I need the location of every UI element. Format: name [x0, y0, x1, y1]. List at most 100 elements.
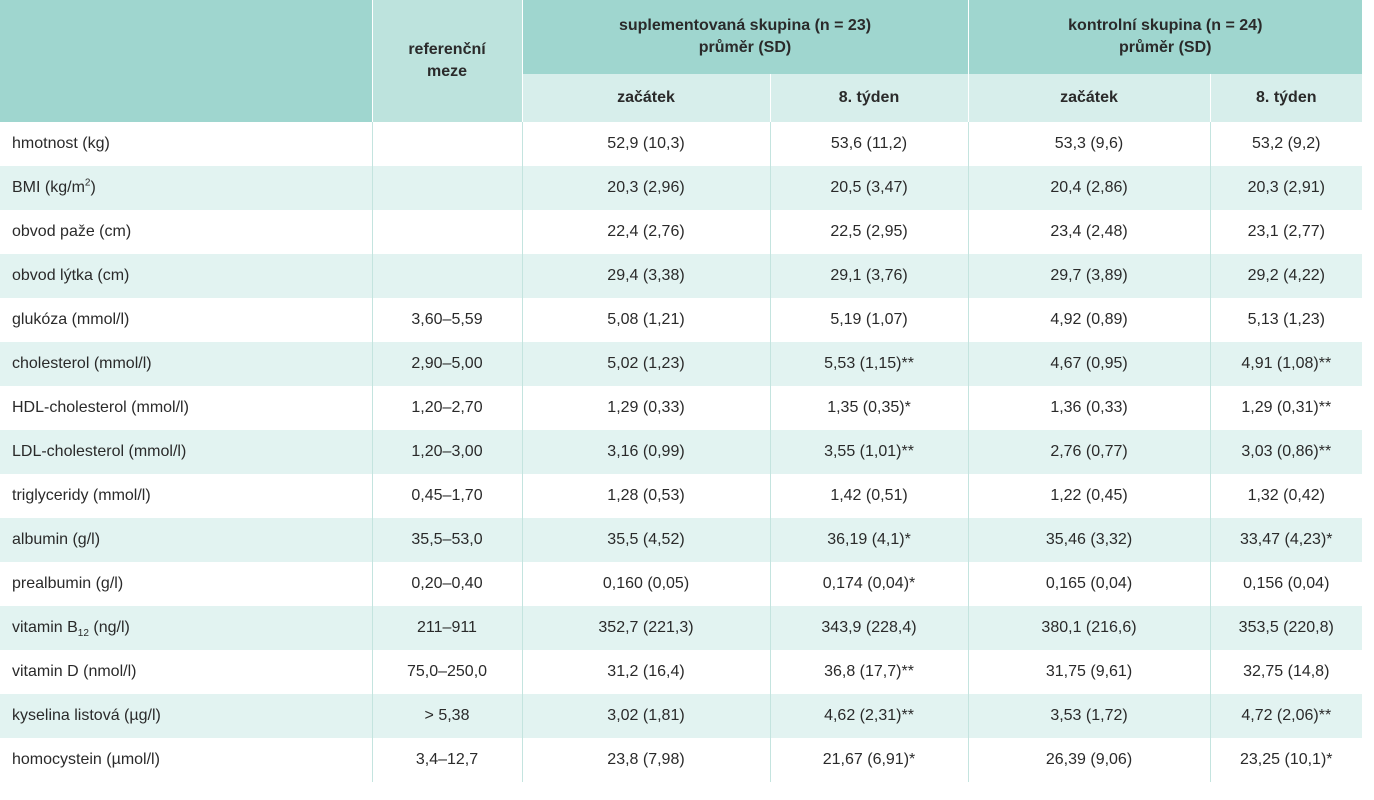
group2-week8-cell: 4,91 (1,08)** [1209, 342, 1363, 386]
table-row: kyselina listová (µg/l) > 5,38 3,02 (1,81)… [0, 694, 1363, 738]
header-g1-start: začátek [521, 74, 770, 122]
group2-week8-cell: 32,75 (14,8) [1209, 650, 1363, 694]
row-label: LDL-cholesterol (mmol/l) [0, 430, 372, 474]
group1-week8-cell: 3,55 (1,01)** [769, 430, 969, 474]
row-label-superscript: 2 [84, 177, 91, 189]
group2-start-cell: 26,39 (9,06) [967, 738, 1211, 782]
group1-start-cell: 352,7 (221,3) [521, 606, 770, 650]
table-body: hmotnost (kg) 52,9 (10,3) 53,6 (11,2) 53,3 … [0, 122, 1363, 782]
row-label: obvod lýtka (cm) [0, 254, 372, 298]
table-row: LDL-cholesterol (mmol/l) 1,20–3,00 3,16 (0… [0, 430, 1363, 474]
group1-start-cell: 29,4 (3,38) [521, 254, 770, 298]
group1-week8-cell: 36,8 (17,7)** [769, 650, 969, 694]
group2-week8-cell: 4,72 (2,06)** [1209, 694, 1363, 738]
row-label-text: vitamin B [12, 619, 78, 636]
group2-week8-cell: 23,1 (2,77) [1209, 210, 1363, 254]
header-ref-line1: referenční [408, 41, 486, 58]
reference-range-cell: 35,5–53,0 [371, 518, 522, 562]
group1-start-cell: 1,29 (0,33) [521, 386, 770, 430]
group2-start-cell: 1,22 (0,45) [967, 474, 1211, 518]
group1-week8-cell: 22,5 (2,95) [769, 210, 969, 254]
row-label-text: BMI (kg/m [12, 179, 85, 196]
row-label: hmotnost (kg) [0, 122, 372, 166]
header-empty-cell [0, 0, 372, 122]
reference-range-cell: 0,20–0,40 [371, 562, 522, 606]
reference-range-cell: 1,20–3,00 [371, 430, 522, 474]
reference-range-cell: > 5,38 [371, 694, 522, 738]
group1-start-cell: 3,16 (0,99) [521, 430, 770, 474]
group2-start-cell: 20,4 (2,86) [967, 166, 1211, 210]
reference-range-cell [371, 166, 522, 210]
results-table: referenční meze suplementovaná skupina (… [0, 0, 1363, 782]
group2-start-cell: 53,3 (9,6) [967, 122, 1211, 166]
row-label: kyselina listová (µg/l) [0, 694, 372, 738]
group2-start-cell: 1,36 (0,33) [967, 386, 1211, 430]
table-header: referenční meze suplementovaná skupina (… [0, 0, 1363, 122]
table-row: homocystein (µmol/l) 3,4–12,7 23,8 (7,98) 2… [0, 738, 1363, 782]
reference-range-cell: 211–911 [371, 606, 522, 650]
group2-start-cell: 35,46 (3,32) [967, 518, 1211, 562]
group2-week8-cell: 23,25 (10,1)* [1209, 738, 1363, 782]
header-group2-line1: kontrolní skupina (n = 24) [1068, 17, 1263, 34]
table-row: obvod paže (cm) 22,4 (2,76) 22,5 (2,95) 23,… [0, 210, 1363, 254]
group2-week8-cell: 20,3 (2,91) [1209, 166, 1363, 210]
group2-week8-cell: 353,5 (220,8) [1209, 606, 1363, 650]
header-supplemented-group: suplementovaná skupina (n = 23) průměr (… [521, 0, 969, 74]
group2-week8-cell: 1,32 (0,42) [1209, 474, 1363, 518]
group1-week8-cell: 21,67 (6,91)* [769, 738, 969, 782]
table-row: triglyceridy (mmol/l) 0,45–1,70 1,28 (0,53… [0, 474, 1363, 518]
row-label: vitamin B12 (ng/l) [0, 606, 372, 650]
row-label: cholesterol (mmol/l) [0, 342, 372, 386]
row-label-subscript: 12 [77, 628, 89, 640]
group1-start-cell: 23,8 (7,98) [521, 738, 770, 782]
reference-range-cell: 1,20–2,70 [371, 386, 522, 430]
group2-start-cell: 4,67 (0,95) [967, 342, 1211, 386]
group1-week8-cell: 5,19 (1,07) [769, 298, 969, 342]
row-label: triglyceridy (mmol/l) [0, 474, 372, 518]
group2-start-cell: 0,165 (0,04) [967, 562, 1211, 606]
group1-week8-cell: 1,42 (0,51) [769, 474, 969, 518]
group1-start-cell: 1,28 (0,53) [521, 474, 770, 518]
group1-start-cell: 3,02 (1,81) [521, 694, 770, 738]
reference-range-cell: 2,90–5,00 [371, 342, 522, 386]
group2-week8-cell: 0,156 (0,04) [1209, 562, 1363, 606]
row-label: glukóza (mmol/l) [0, 298, 372, 342]
group1-week8-cell: 1,35 (0,35)* [769, 386, 969, 430]
group2-week8-cell: 5,13 (1,23) [1209, 298, 1363, 342]
group2-week8-cell: 1,29 (0,31)** [1209, 386, 1363, 430]
table-row: obvod lýtka (cm) 29,4 (3,38) 29,1 (3,76) 29… [0, 254, 1363, 298]
group1-week8-cell: 5,53 (1,15)** [769, 342, 969, 386]
row-label-text: ) [90, 179, 96, 196]
group1-start-cell: 5,02 (1,23) [521, 342, 770, 386]
reference-range-cell [371, 122, 522, 166]
header-g2-week8: 8. týden [1209, 74, 1363, 122]
group1-start-cell: 35,5 (4,52) [521, 518, 770, 562]
group2-start-cell: 29,7 (3,89) [967, 254, 1211, 298]
table-row: albumin (g/l) 35,5–53,0 35,5 (4,52) 36,19 (… [0, 518, 1363, 562]
group2-week8-cell: 3,03 (0,86)** [1209, 430, 1363, 474]
group1-start-cell: 5,08 (1,21) [521, 298, 770, 342]
group2-start-cell: 31,75 (9,61) [967, 650, 1211, 694]
group1-week8-cell: 20,5 (3,47) [769, 166, 969, 210]
row-label: obvod paže (cm) [0, 210, 372, 254]
table-row: vitamin D (nmol/l) 75,0–250,0 31,2 (16,4) 3… [0, 650, 1363, 694]
group2-week8-cell: 33,47 (4,23)* [1209, 518, 1363, 562]
header-g2-start: začátek [967, 74, 1211, 122]
header-group2-line2: průměr (SD) [1119, 39, 1212, 56]
group1-week8-cell: 29,1 (3,76) [769, 254, 969, 298]
group1-week8-cell: 4,62 (2,31)** [769, 694, 969, 738]
group1-week8-cell: 343,9 (228,4) [769, 606, 969, 650]
header-reference-range: referenční meze [371, 0, 522, 122]
group1-week8-cell: 36,19 (4,1)* [769, 518, 969, 562]
row-label: prealbumin (g/l) [0, 562, 372, 606]
group1-week8-cell: 53,6 (11,2) [769, 122, 969, 166]
table-row: vitamin B12 (ng/l) 211–911 352,7 (221,3) 34… [0, 606, 1363, 650]
group2-week8-cell: 53,2 (9,2) [1209, 122, 1363, 166]
group2-start-cell: 2,76 (0,77) [967, 430, 1211, 474]
header-control-group: kontrolní skupina (n = 24) průměr (SD) [967, 0, 1363, 74]
table-row: hmotnost (kg) 52,9 (10,3) 53,6 (11,2) 53,3 … [0, 122, 1363, 166]
group1-start-cell: 22,4 (2,76) [521, 210, 770, 254]
group2-start-cell: 23,4 (2,48) [967, 210, 1211, 254]
group2-start-cell: 4,92 (0,89) [967, 298, 1211, 342]
